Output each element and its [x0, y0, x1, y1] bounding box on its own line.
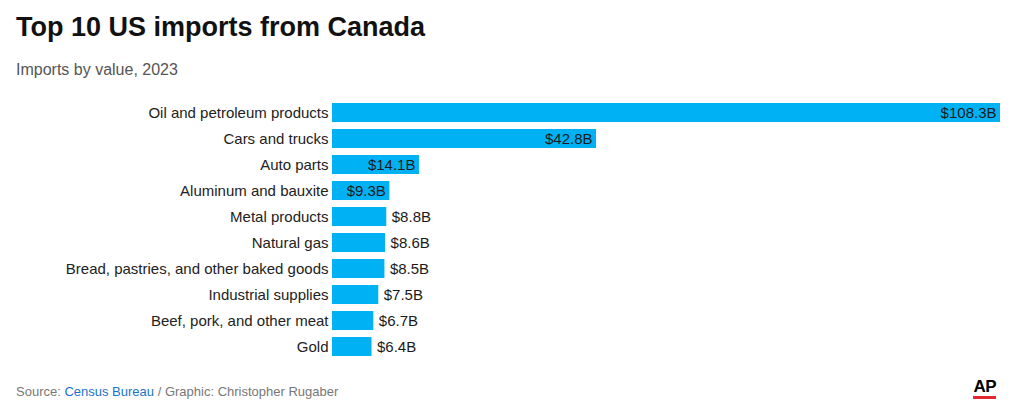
svg-text:$7.5B: $7.5B [384, 286, 423, 303]
svg-text:$9.3B: $9.3B [347, 182, 386, 199]
svg-text:$6.7B: $6.7B [379, 312, 418, 329]
html-text:AP: AP [973, 377, 996, 396]
svg-text:$6.4B: $6.4B [377, 338, 416, 355]
svg-text:$108.3B: $108.3B [941, 104, 997, 121]
html-text:Imports by value, 2023: Imports by value, 2023 [16, 61, 178, 78]
svg-text:Industrial supplies: Industrial supplies [208, 286, 328, 303]
svg-text:Auto parts: Auto parts [260, 156, 328, 173]
svg-text:Bread, pastries, and other bak: Bread, pastries, and other baked goods [66, 260, 329, 277]
svg-text:Aluminum and bauxite: Aluminum and bauxite [180, 182, 328, 199]
svg-text:$8.5B: $8.5B [390, 260, 429, 277]
svg-text:Oil and petroleum products: Oil and petroleum products [148, 104, 328, 121]
svg-text:$8.6B: $8.6B [391, 234, 430, 251]
svg-text:$14.1B: $14.1B [368, 156, 416, 173]
svg-text:Natural gas: Natural gas [252, 234, 329, 251]
html-text:Top 10 US imports from Canada: Top 10 US imports from Canada [16, 12, 426, 42]
svg-text:Beef, pork, and other meat: Beef, pork, and other meat [151, 312, 329, 329]
html-text:Source: Census Bureau / Graphi: Source: Census Bureau / Graphic: Christo… [16, 384, 339, 399]
svg-text:Metal products: Metal products [230, 208, 328, 225]
svg-text:Cars and trucks: Cars and trucks [223, 130, 328, 147]
svg-text:$8.8B: $8.8B [392, 208, 431, 225]
svg-text:$42.8B: $42.8B [545, 130, 593, 147]
svg-text:Gold: Gold [297, 338, 329, 355]
